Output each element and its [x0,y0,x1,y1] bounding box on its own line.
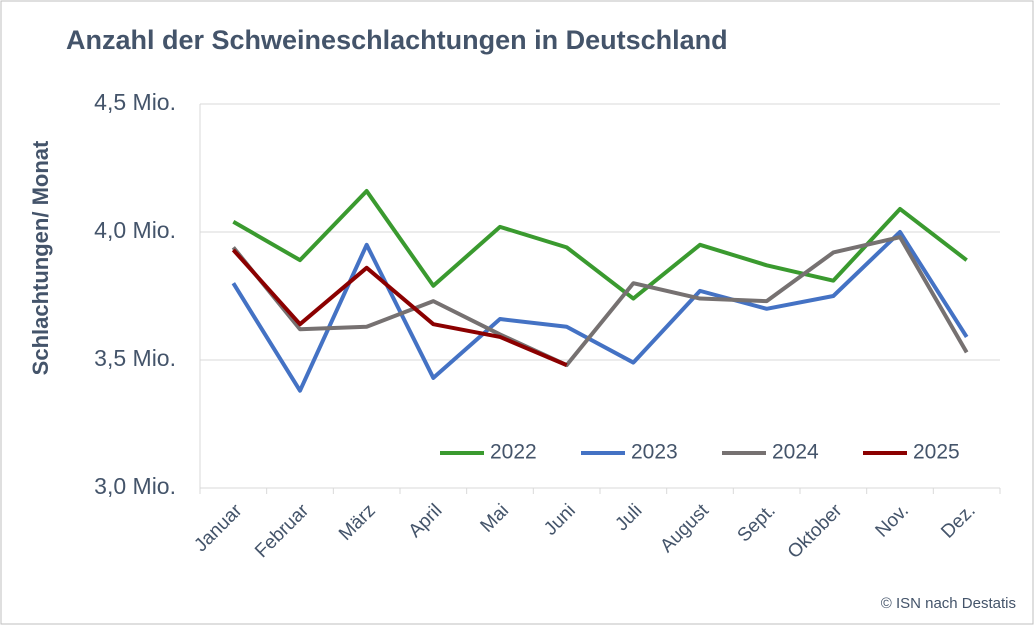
series-line [231,235,969,368]
legend-label: 2022 [490,441,537,464]
y-tick-label: 3,0 Mio. [94,473,176,499]
y-tick-label: 4,0 Mio. [94,217,176,243]
source: © ISN nach Destatis [881,595,1016,612]
series-line [232,189,968,301]
chart-title: Anzahl der Schweineschlachtungen in Deut… [66,25,728,55]
legend-label: 2025 [913,441,960,464]
series-line [231,248,568,367]
legend-label: 2024 [772,441,819,464]
legend-label: 2023 [631,441,678,464]
series-line [231,230,969,393]
y-tick-label: 4,5 Mio. [94,89,176,115]
y-axis-label: Schlachtungen/ Monat [28,140,53,375]
y-tick-label: 3,5 Mio. [94,345,176,371]
